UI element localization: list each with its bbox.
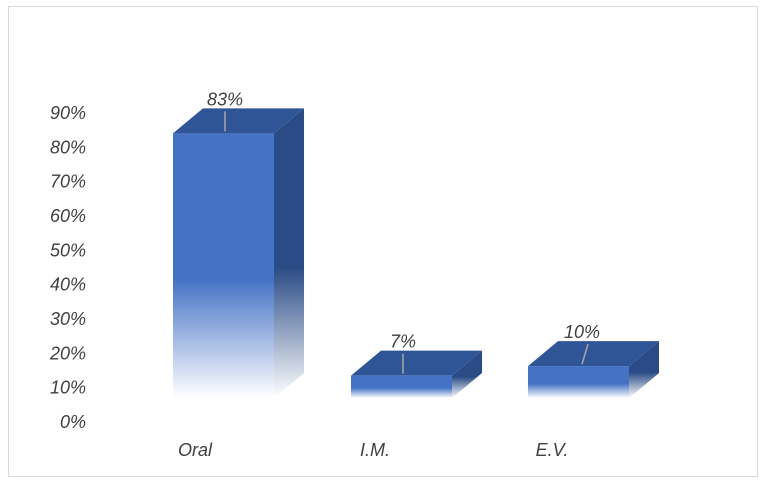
bar-side-face — [274, 108, 304, 399]
y-tick-label: 40% — [50, 275, 86, 295]
x-axis-labels: Oral I.M. E.V. — [178, 440, 568, 460]
y-tick-label: 70% — [50, 172, 86, 192]
bar-top-face — [528, 341, 659, 367]
bar-front-face — [528, 366, 629, 398]
y-tick-label: 10% — [50, 378, 86, 398]
bar-im: 7% — [351, 332, 482, 398]
y-axis-labels: 0% 10% 20% 30% 40% 50% 60% 70% 80% 90% — [49, 103, 86, 432]
bars: 83% 7% 10% — [173, 89, 659, 399]
category-label: Oral — [178, 440, 213, 460]
data-label: 83% — [207, 89, 243, 109]
chart-area — [8, 6, 758, 477]
bar-front-face — [173, 133, 274, 399]
y-tick-label: 50% — [50, 240, 86, 260]
y-tick-label: 80% — [50, 137, 86, 157]
bar-front-face — [351, 375, 452, 398]
bar-top-face — [351, 350, 482, 376]
bar-ev: 10% — [528, 322, 659, 398]
bar-top-face — [173, 108, 304, 134]
y-tick-label: 60% — [50, 206, 86, 226]
bar-oral: 83% — [173, 89, 304, 399]
category-label: E.V. — [536, 440, 569, 460]
data-label-leader-line — [581, 343, 589, 365]
data-label: 7% — [390, 332, 416, 352]
y-tick-label: 0% — [60, 412, 86, 432]
bar-side-face — [452, 350, 482, 398]
category-label: I.M. — [360, 440, 390, 460]
y-tick-label: 30% — [50, 309, 86, 329]
bar-side-face — [629, 341, 659, 398]
y-tick-label: 20% — [49, 343, 86, 363]
data-label: 10% — [564, 322, 600, 342]
y-tick-label: 90% — [50, 103, 86, 123]
